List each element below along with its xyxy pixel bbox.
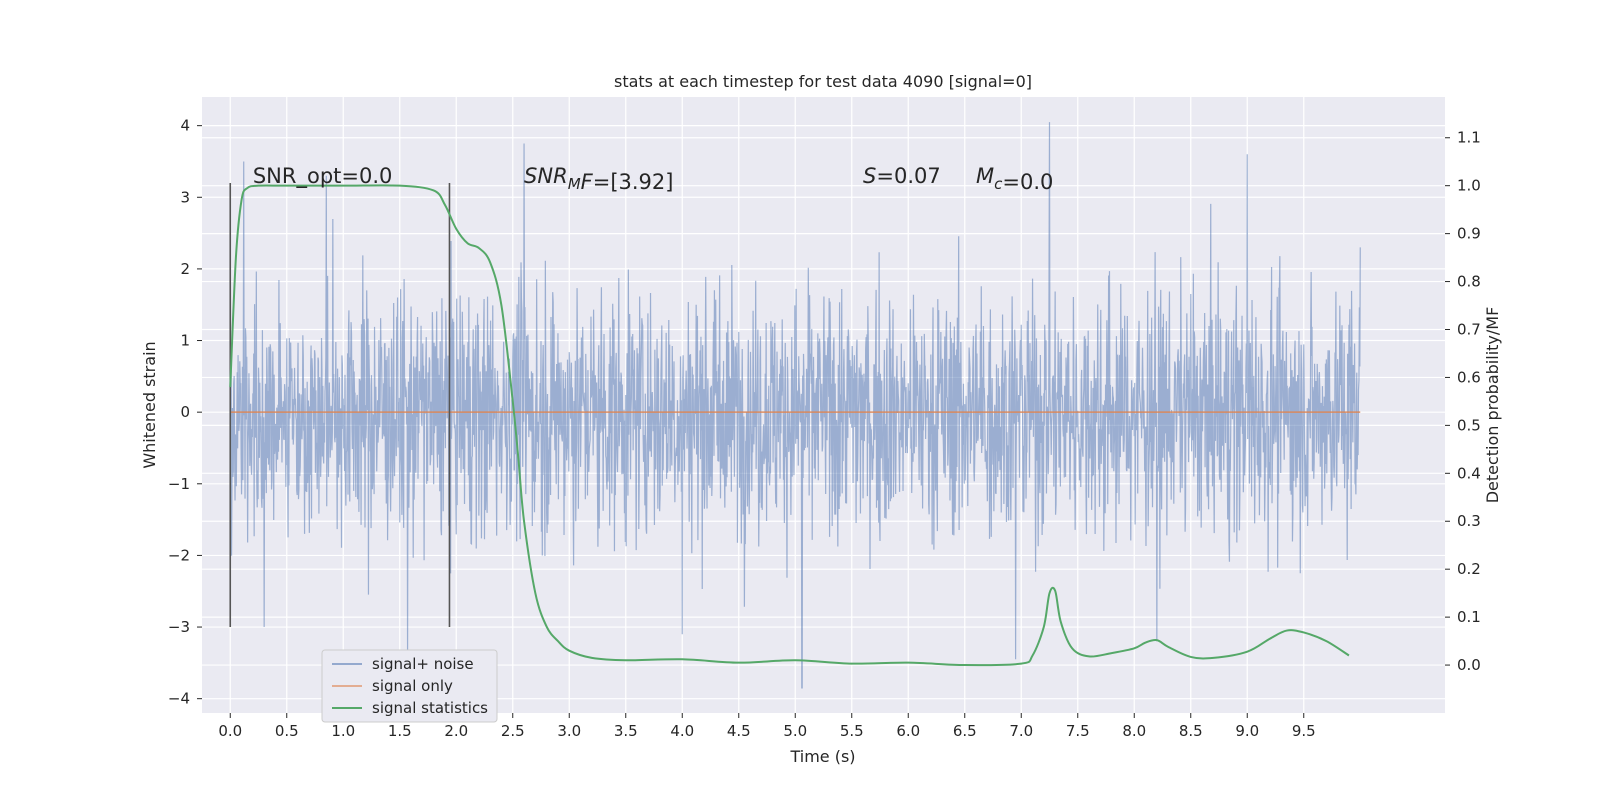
- annotation: Mc=0.0: [976, 164, 1053, 194]
- y-tick-label: 0: [180, 403, 190, 421]
- series-signal-noise: [229, 122, 1361, 689]
- y2-tick-label: 0.0: [1457, 656, 1481, 674]
- x-axis-ticks: 0.0 0.5 1.0 1.5 2.0 2.5 3.0 3.5 4.0 4.5 5.0 5.5 6.0 6…: [218, 713, 1316, 740]
- x-tick-label: 6.5: [953, 722, 977, 740]
- signal-noise-line: [229, 122, 1361, 689]
- y-tick-label: 1: [180, 332, 190, 350]
- y2-tick-label: 1.1: [1457, 129, 1481, 147]
- y2-tick-label: 0.3: [1457, 512, 1481, 530]
- x-tick-label: 4.0: [670, 722, 694, 740]
- y-tick-label: 4: [180, 117, 190, 135]
- x-tick-label: 0.0: [218, 722, 242, 740]
- x-tick-label: 5.5: [840, 722, 864, 740]
- x-tick-label: 0.5: [275, 722, 299, 740]
- x-tick-label: 3.5: [614, 722, 638, 740]
- legend-label: signal+ noise: [372, 655, 474, 673]
- x-tick-label: 8.0: [1122, 722, 1146, 740]
- legend-label: signal statistics: [372, 699, 488, 717]
- y-tick-label: 2: [180, 260, 190, 278]
- y2-axis-ticks: 0.0 0.1 0.2 0.3 0.4 0.5 0.6 0.7 0.8 0.9 1.0 1.1: [1445, 129, 1481, 674]
- y2-tick-label: 0.2: [1457, 560, 1481, 578]
- x-tick-label: 4.5: [727, 722, 751, 740]
- y-tick-label: −1: [168, 475, 190, 493]
- y2-tick-label: 0.1: [1457, 608, 1481, 626]
- series-signal-statistics: [229, 184, 1350, 667]
- x-tick-label: 5.0: [783, 722, 807, 740]
- legend-label: signal only: [372, 677, 453, 695]
- x-axis-label: Time (s): [789, 747, 855, 766]
- x-tick-label: 9.5: [1292, 722, 1316, 740]
- y2-tick-label: 0.9: [1457, 225, 1481, 243]
- y2-tick-label: 0.8: [1457, 273, 1481, 291]
- x-tick-label: 1.5: [388, 722, 412, 740]
- x-tick-label: 9.0: [1235, 722, 1259, 740]
- legend-box: [321, 649, 498, 723]
- x-tick-label: 1.0: [331, 722, 355, 740]
- x-tick-label: 2.5: [501, 722, 525, 740]
- x-tick-label: 7.0: [1009, 722, 1033, 740]
- vertical-markers: [229, 182, 451, 628]
- x-tick-label: 8.5: [1179, 722, 1203, 740]
- y-tick-label: 3: [180, 188, 190, 206]
- annotation: S=0.07: [863, 164, 941, 188]
- annotations: SNR_opt=0.0 SNRMF=[3.92] S=0.07 Mc=0.0: [253, 164, 1054, 194]
- y2-tick-label: 0.4: [1457, 464, 1481, 482]
- x-tick-label: 7.5: [1066, 722, 1090, 740]
- y2-tick-label: 0.6: [1457, 368, 1481, 386]
- y2-axis-label: Detection probability/MF: [1483, 307, 1502, 504]
- legend: signal+ noise signal only signal statistic…: [321, 649, 498, 723]
- y2-tick-label: 0.5: [1457, 416, 1481, 434]
- x-tick-label: 3.0: [557, 722, 581, 740]
- annotation: SNR_opt=0.0: [253, 164, 393, 189]
- y2-tick-label: 0.7: [1457, 320, 1481, 338]
- annotation: SNRMF=[3.92]: [524, 164, 673, 194]
- y-tick-label: −2: [168, 546, 190, 564]
- chart-title: stats at each timestep for test data 409…: [614, 72, 1032, 91]
- y2-tick-label: 1.0: [1457, 177, 1481, 195]
- y-tick-label: −3: [168, 618, 190, 636]
- x-tick-label: 6.0: [896, 722, 920, 740]
- y-axis-label: Whitened strain: [140, 341, 159, 468]
- signal-statistics-line: [229, 184, 1350, 667]
- y-tick-label: −4: [168, 690, 190, 708]
- y-axis-ticks: −4 −3 −2 −1 0 1 2 3 4: [168, 117, 202, 708]
- x-tick-label: 2.0: [444, 722, 468, 740]
